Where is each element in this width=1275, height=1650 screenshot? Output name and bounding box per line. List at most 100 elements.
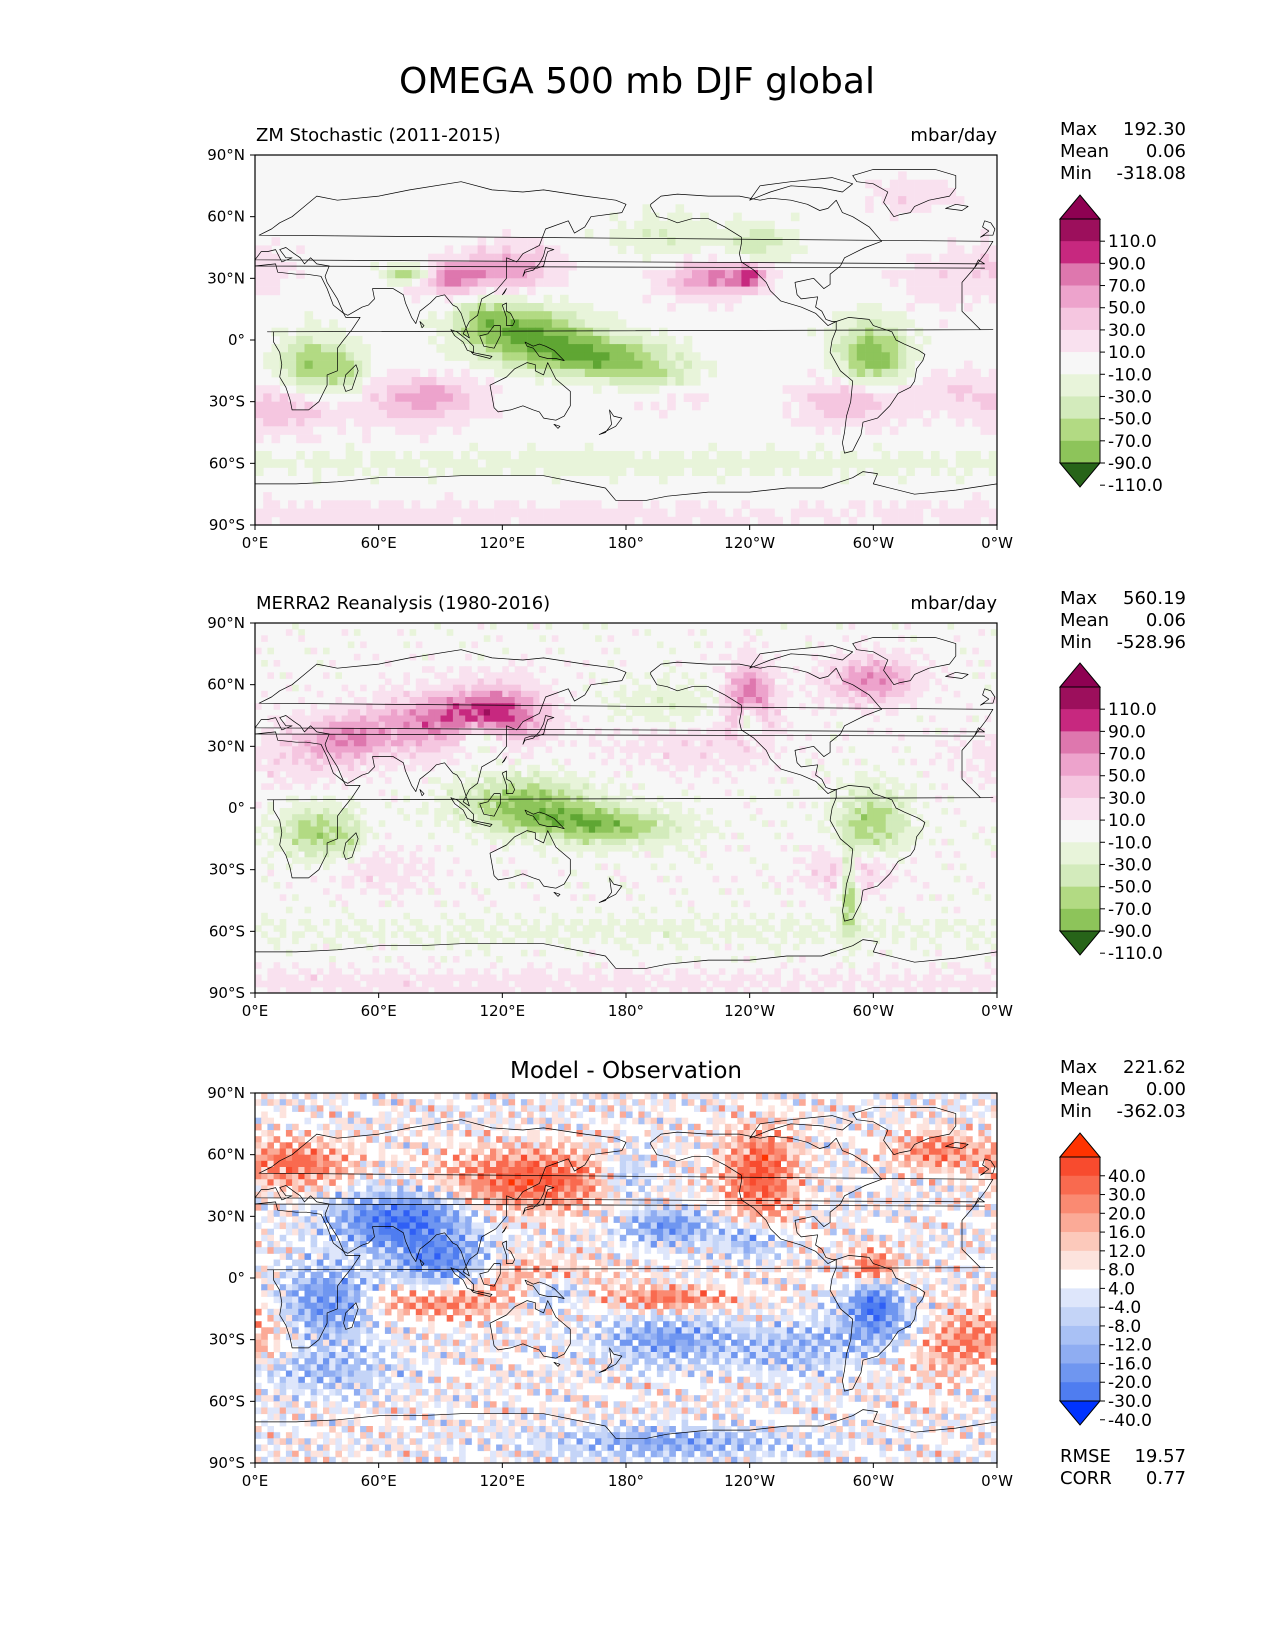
field-cell [626, 814, 633, 821]
field-cell [638, 986, 645, 993]
field-cell [830, 820, 837, 827]
field-cell [692, 237, 701, 246]
field-cell [931, 261, 940, 271]
field-cell [916, 684, 924, 692]
field-cell [642, 508, 652, 518]
field-cell [316, 845, 324, 852]
field-cell [757, 245, 767, 254]
field-cell [494, 467, 503, 476]
field-cell [782, 253, 792, 263]
field-cell [619, 838, 627, 846]
field-cell [415, 697, 423, 704]
field-cell [520, 684, 528, 692]
field-cell [593, 360, 602, 370]
field-cell [700, 653, 707, 661]
field-cell [520, 949, 528, 957]
field-cell [508, 734, 516, 741]
field-cell [799, 956, 806, 963]
field-cell [436, 467, 445, 476]
field-cell [360, 937, 367, 945]
field-cell [564, 826, 571, 834]
field-cell [263, 360, 272, 370]
field-cell [687, 727, 695, 735]
field-cell [444, 516, 454, 525]
field-cell [341, 734, 349, 741]
field-cell [601, 467, 610, 476]
field-cell [285, 752, 293, 760]
field-cell [830, 678, 837, 686]
field-cell [588, 734, 596, 741]
field-cell [415, 974, 423, 982]
field-cell [854, 814, 862, 821]
field-cell [613, 986, 621, 993]
field-cell [607, 832, 615, 840]
field-cell [782, 459, 792, 468]
field-cell [527, 286, 536, 296]
field-cell [471, 783, 478, 790]
field-cell [469, 286, 478, 296]
field-cell [601, 925, 608, 932]
field-cell [485, 253, 495, 263]
field-cell [588, 672, 596, 679]
field-cell [807, 385, 816, 394]
field-cell [836, 838, 843, 846]
field-cell [395, 393, 404, 402]
field-cell [496, 857, 503, 864]
field-cell [656, 764, 664, 772]
field-cell [510, 467, 520, 476]
field-cell [879, 697, 887, 704]
field-cell [663, 832, 670, 840]
field-cell [617, 500, 627, 509]
field-cell [444, 270, 454, 279]
field-cell [285, 832, 293, 840]
field-cell [551, 690, 559, 698]
field-cell [378, 740, 386, 747]
field-cell [551, 783, 559, 790]
field-cell [638, 734, 645, 741]
field-cell [560, 278, 569, 287]
field-cell [564, 808, 571, 815]
field-cell [898, 352, 907, 361]
field-cell [749, 678, 757, 686]
field-cell [395, 508, 404, 518]
field-cell [527, 684, 534, 692]
field-cell [667, 286, 676, 296]
field-cell [885, 808, 893, 815]
field-cell [774, 752, 781, 760]
field-cell [700, 758, 707, 766]
field-cell [613, 838, 621, 846]
field-cell [724, 820, 732, 827]
field-cell [403, 721, 410, 729]
field-cell [922, 820, 930, 827]
field-cell [891, 962, 899, 969]
field-cell [669, 647, 676, 655]
field-cell [527, 826, 534, 834]
field-cell [687, 814, 695, 821]
field-cell [298, 986, 305, 993]
field-cell [558, 869, 565, 877]
field-cell [263, 500, 272, 509]
field-cell [601, 789, 608, 797]
field-cell [483, 715, 491, 723]
field-cell [842, 894, 849, 901]
field-cell [724, 516, 734, 525]
field-cell [873, 937, 880, 945]
field-cell [953, 690, 961, 698]
field-cell [675, 229, 685, 238]
field-cell [533, 789, 540, 797]
field-cell [836, 666, 843, 673]
field-cell [520, 838, 528, 846]
field-cell [391, 740, 398, 747]
field-cell [885, 949, 893, 957]
field-cell [790, 451, 800, 460]
field-cell [613, 974, 621, 982]
field-cell [929, 660, 936, 667]
field-cell [452, 377, 462, 386]
field-cell [692, 261, 701, 271]
field-cell [885, 838, 893, 846]
field-cell [873, 845, 880, 852]
field-cell [885, 986, 893, 993]
field-cell [316, 832, 324, 840]
field-cell [292, 980, 299, 988]
field-cell [304, 319, 314, 328]
